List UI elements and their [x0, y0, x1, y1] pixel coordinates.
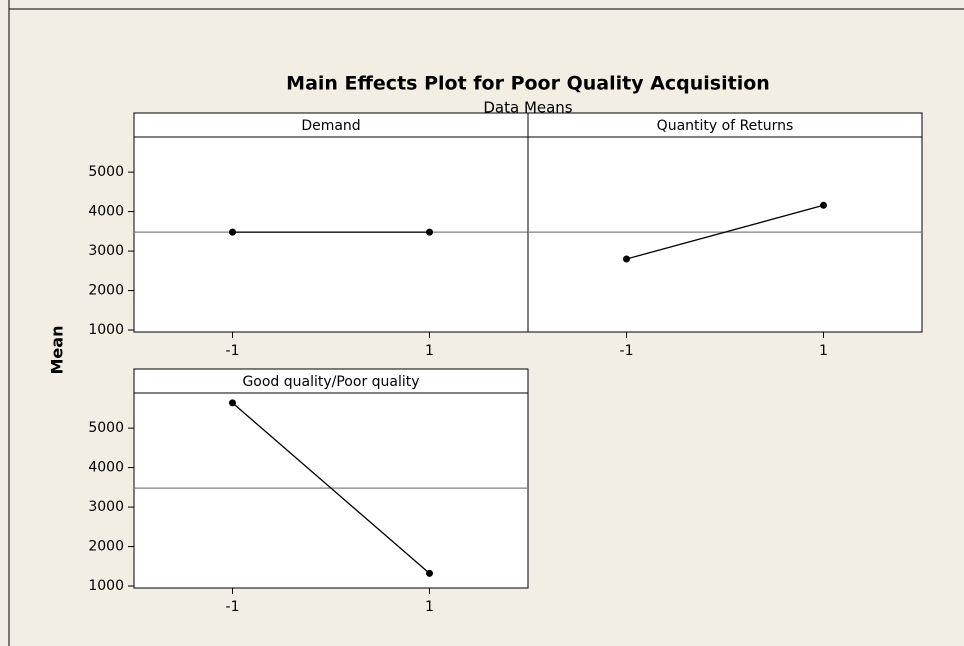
- plot-area: [133, 392, 529, 589]
- x-tick-label: 1: [425, 343, 434, 359]
- data-point: [426, 569, 433, 577]
- data-line: [626, 204, 824, 260]
- y-tick-label: 1000: [88, 322, 124, 338]
- y-tick-label: 4000: [88, 460, 124, 476]
- chart-title: Main Effects Plot for Poor Quality Acqui…: [286, 73, 770, 95]
- data-point: [426, 228, 433, 236]
- y-tick-label: 2000: [88, 539, 124, 555]
- y-tick-label: 3000: [88, 499, 124, 515]
- x-tick-label: -1: [226, 599, 240, 615]
- data-point: [820, 201, 827, 209]
- y-tick-label: 5000: [88, 420, 124, 436]
- panel-title: Quantity of Returns: [657, 118, 794, 134]
- x-tick-label: 1: [425, 599, 434, 615]
- panel-strip: [527, 112, 923, 138]
- x-tick-label: 1: [819, 343, 828, 359]
- chart-subtitle: Data Means: [483, 99, 572, 117]
- x-tick-label: -1: [620, 343, 634, 359]
- data-point: [229, 399, 236, 407]
- x-tick-label: -1: [226, 343, 240, 359]
- panel-strip: [133, 368, 529, 394]
- y-tick-label: 5000: [88, 164, 124, 180]
- y-axis-label: Mean: [48, 326, 67, 375]
- y-tick-label: 3000: [88, 243, 124, 259]
- plot-area: [133, 136, 529, 333]
- panel-title: Good quality/Poor quality: [242, 374, 419, 390]
- data-point: [229, 228, 236, 236]
- data-point: [623, 255, 630, 263]
- y-tick-label: 1000: [88, 578, 124, 594]
- y-tick-label: 4000: [88, 204, 124, 220]
- y-tick-label: 2000: [88, 283, 124, 299]
- panel-title: Demand: [301, 118, 360, 134]
- plot-area: [527, 136, 923, 333]
- data-line: [232, 402, 430, 574]
